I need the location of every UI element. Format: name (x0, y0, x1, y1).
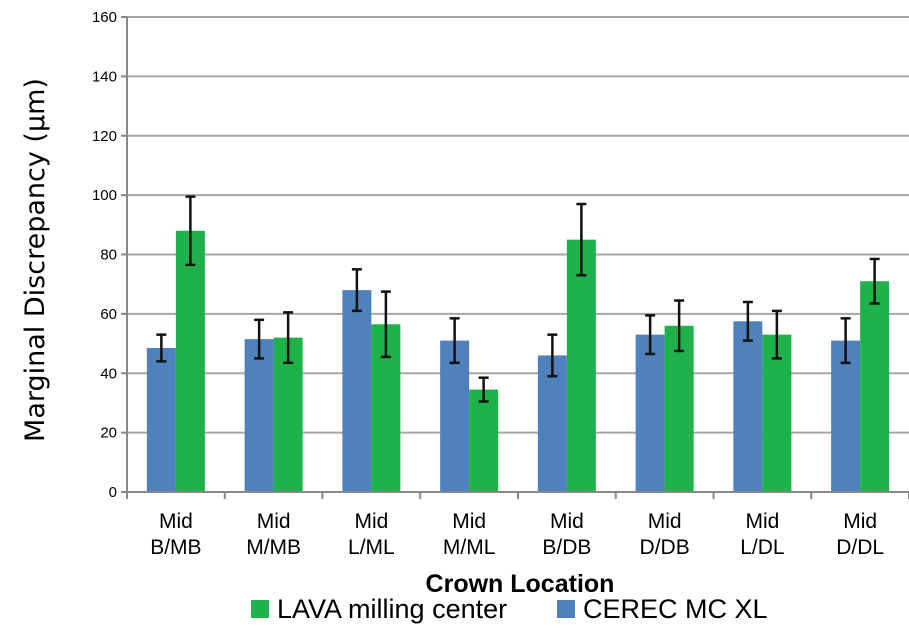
y-tick-label: 140 (92, 68, 117, 85)
x-category-label: B/DB (542, 536, 591, 559)
bar-cerec-mc-xl (440, 340, 470, 492)
y-tick-label: 40 (100, 365, 117, 382)
x-axis-title: Crown Location (426, 570, 615, 598)
y-tick-labels: 0 20 40 60 80 100 120 140 160 (92, 9, 117, 501)
error-bars-group (156, 195, 880, 403)
y-tick-label: 60 (100, 306, 117, 323)
y-tick-label: 120 (92, 128, 117, 145)
bar-lava-milling-center (762, 334, 792, 492)
bar-cerec-mc-xl (831, 340, 861, 492)
x-category-label: L/ML (348, 536, 395, 559)
x-category-label: Mid (257, 510, 291, 533)
bar-lava-milling-center (566, 239, 596, 492)
bar-cerec-mc-xl (733, 321, 763, 492)
y-axis-title: Marginal Discrepancy (µm) (20, 78, 51, 442)
legend-swatch (557, 600, 575, 618)
y-tick-label: 100 (92, 187, 117, 204)
x-category-label: D/DL (836, 536, 884, 559)
bar-cerec-mc-xl (244, 339, 274, 492)
x-category-label: Mid (648, 510, 682, 533)
legend: LAVA milling center CEREC MC XL (251, 594, 768, 624)
x-category-label: Mid (745, 510, 779, 533)
x-category-label: Mid (550, 510, 584, 533)
bar-lava-milling-center (469, 389, 499, 492)
x-category-labels: Mid B/MB Mid M/MB Mid L/ML Mid M/ML Mid B/DB Mid D/… (150, 510, 884, 559)
gridlines (127, 16, 909, 434)
x-category-label: Mid (843, 510, 877, 533)
y-tick-label: 80 (100, 247, 117, 264)
x-category-label: Mid (159, 510, 193, 533)
x-category-label: M/MB (246, 536, 301, 559)
bar-cerec-mc-xl (537, 355, 567, 492)
x-category-label: B/MB (150, 536, 201, 559)
legend-label: LAVA milling center (277, 594, 507, 624)
bar-cerec-mc-xl (635, 334, 665, 492)
legend-swatch (251, 600, 269, 618)
y-tick-label: 20 (100, 425, 117, 442)
axes (121, 16, 909, 499)
bar-lava-milling-center (664, 325, 694, 492)
legend-label: CEREC MC XL (583, 594, 768, 624)
x-category-label: Mid (452, 510, 486, 533)
bar-lava-milling-center (860, 281, 890, 492)
y-tick-label: 160 (92, 9, 117, 26)
bar-cerec-mc-xl (342, 290, 372, 492)
bar-lava-milling-center (175, 230, 205, 492)
bars-group (146, 230, 890, 492)
x-category-label: D/DB (640, 536, 690, 559)
bar-cerec-mc-xl (146, 348, 176, 492)
y-tick-label: 0 (109, 484, 117, 501)
x-category-label: L/DL (740, 536, 784, 559)
x-category-label: M/ML (443, 536, 496, 559)
x-category-label: Mid (354, 510, 388, 533)
